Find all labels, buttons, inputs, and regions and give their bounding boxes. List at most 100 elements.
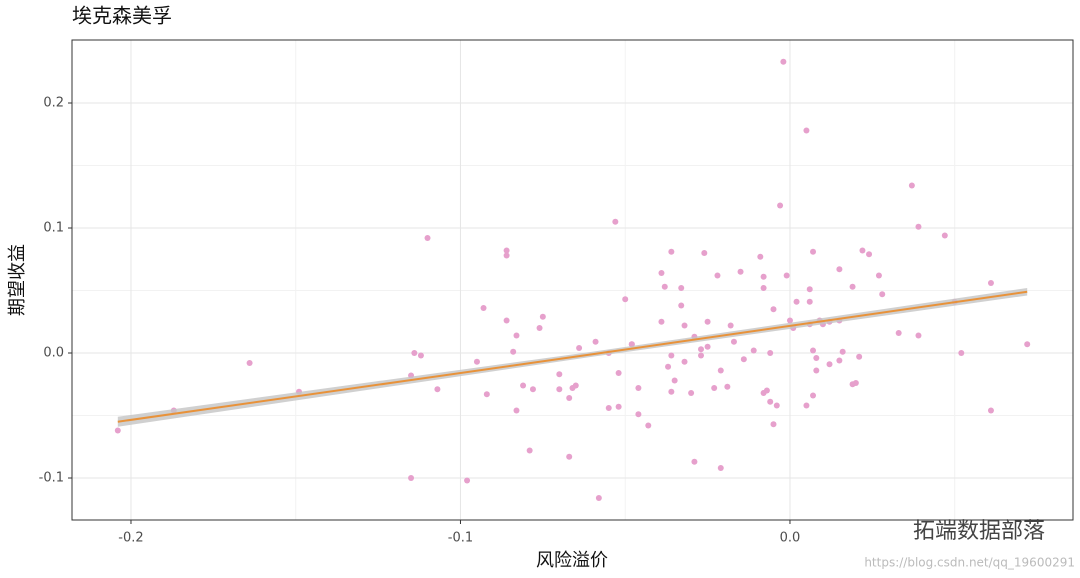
point [987,280,994,286]
point [849,283,856,290]
point [770,421,777,428]
point [783,272,790,279]
point [615,370,622,376]
point [704,343,711,350]
point [826,361,833,368]
point [1024,341,1031,348]
point [698,352,705,359]
point [777,202,784,209]
point [859,247,866,254]
point [691,458,698,465]
point [704,318,711,325]
point [408,475,415,481]
point [757,253,764,260]
point [915,332,922,339]
point [658,318,665,325]
point [770,306,777,313]
point [681,358,688,365]
point [529,386,536,393]
point [803,127,810,134]
point [480,305,487,311]
point [665,363,672,370]
point [730,338,737,345]
point [464,477,471,484]
x-tick-label: -0.2 [118,531,143,546]
y-axis-label: 期望收益 [7,244,28,316]
fit-line [117,290,1028,423]
point [246,360,253,366]
point [513,332,520,339]
point [635,411,642,418]
point [740,356,747,363]
point [701,250,708,256]
point [678,302,685,309]
point [678,285,685,291]
x-axis-label: 风险溢价 [536,550,608,571]
point [750,347,757,354]
point [671,377,678,384]
point [114,427,121,434]
point [856,353,863,360]
point [503,247,510,254]
point [852,380,859,386]
point [513,407,520,414]
point [773,402,780,409]
point [526,447,533,454]
point [668,248,675,255]
point [767,350,774,356]
panel-border [71,39,1074,521]
point [566,453,573,460]
y-tick-label: 0.0 [43,346,64,361]
point [987,407,994,414]
point [473,358,480,365]
watermark-url: https://blog.csdn.net/qq_19600291 [864,556,1075,570]
y-tick-label: 0.2 [43,96,64,111]
point [556,386,563,393]
point [737,268,744,275]
marks [114,58,1031,501]
point [566,395,573,401]
point [879,291,886,298]
point [417,352,424,359]
point [875,272,882,279]
y-tick-label: -0.1 [39,471,64,486]
point [661,283,668,290]
point [895,330,902,336]
point [556,371,563,378]
point [503,252,510,259]
point [836,357,843,364]
point [612,218,619,225]
point [572,382,579,389]
point [434,386,441,393]
point [714,272,721,279]
point [767,398,774,405]
point [424,235,431,241]
point [763,387,770,394]
point [760,273,767,280]
point [510,348,517,355]
point [806,298,813,305]
point [411,350,418,356]
point [483,391,490,398]
point [539,313,546,320]
point [668,388,675,395]
point [622,296,629,303]
x-tick-label: -0.1 [448,531,473,546]
point [503,317,510,324]
point [681,322,688,329]
point [760,285,767,291]
point [645,422,652,429]
point [635,385,642,391]
point [520,382,527,389]
point [592,338,599,345]
point [780,58,787,65]
watermark-brand: 拓端数据部落 [913,519,1045,544]
point [724,383,731,390]
y-tick-label: 0.1 [43,221,64,236]
point [688,390,695,396]
point [698,346,705,353]
point [915,223,922,230]
point [810,392,817,399]
